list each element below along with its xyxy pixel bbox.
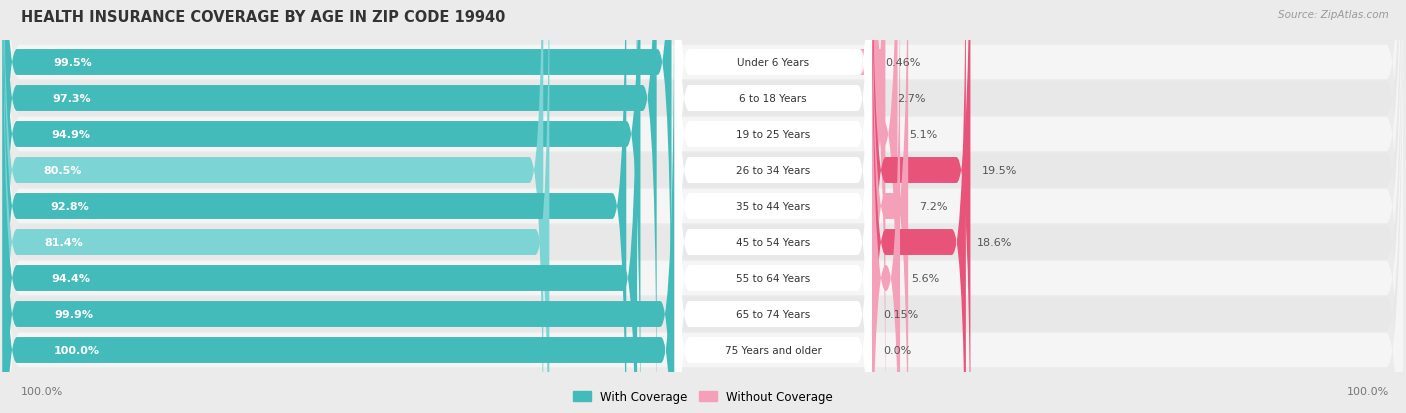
FancyBboxPatch shape — [3, 0, 672, 409]
Text: 100.0%: 100.0% — [21, 387, 63, 396]
FancyBboxPatch shape — [675, 0, 872, 413]
Text: 100.0%: 100.0% — [53, 345, 100, 355]
Text: 0.0%: 0.0% — [883, 345, 911, 355]
FancyBboxPatch shape — [675, 0, 872, 413]
Text: 81.4%: 81.4% — [44, 237, 83, 247]
FancyBboxPatch shape — [872, 0, 908, 413]
FancyBboxPatch shape — [860, 0, 886, 409]
Text: Source: ZipAtlas.com: Source: ZipAtlas.com — [1278, 10, 1389, 20]
Text: HEALTH INSURANCE COVERAGE BY AGE IN ZIP CODE 19940: HEALTH INSURANCE COVERAGE BY AGE IN ZIP … — [21, 10, 506, 25]
FancyBboxPatch shape — [3, 4, 675, 413]
Text: 100.0%: 100.0% — [1347, 387, 1389, 396]
Text: 99.5%: 99.5% — [53, 58, 93, 68]
FancyBboxPatch shape — [872, 0, 897, 413]
FancyBboxPatch shape — [3, 0, 1403, 413]
Text: 0.46%: 0.46% — [886, 58, 921, 68]
Text: 19 to 25 Years: 19 to 25 Years — [737, 130, 810, 140]
Text: 35 to 44 Years: 35 to 44 Years — [737, 202, 810, 211]
FancyBboxPatch shape — [3, 0, 657, 413]
Text: 5.1%: 5.1% — [908, 130, 936, 140]
FancyBboxPatch shape — [872, 0, 900, 413]
Text: 92.8%: 92.8% — [51, 202, 89, 211]
FancyBboxPatch shape — [3, 0, 1403, 413]
Text: 80.5%: 80.5% — [44, 166, 82, 176]
Text: Under 6 Years: Under 6 Years — [737, 58, 810, 68]
FancyBboxPatch shape — [3, 0, 1403, 413]
FancyBboxPatch shape — [3, 0, 675, 413]
Text: 94.9%: 94.9% — [51, 130, 90, 140]
Text: 2.7%: 2.7% — [897, 94, 925, 104]
FancyBboxPatch shape — [3, 0, 626, 413]
FancyBboxPatch shape — [675, 0, 872, 413]
Text: 0.15%: 0.15% — [884, 309, 920, 319]
Text: 6 to 18 Years: 6 to 18 Years — [740, 94, 807, 104]
FancyBboxPatch shape — [675, 0, 872, 413]
Text: 65 to 74 Years: 65 to 74 Years — [737, 309, 810, 319]
FancyBboxPatch shape — [3, 0, 641, 413]
FancyBboxPatch shape — [675, 0, 872, 413]
Text: 18.6%: 18.6% — [977, 237, 1012, 247]
Text: 19.5%: 19.5% — [981, 166, 1017, 176]
Legend: With Coverage, Without Coverage: With Coverage, Without Coverage — [572, 390, 834, 403]
FancyBboxPatch shape — [675, 0, 872, 413]
FancyBboxPatch shape — [872, 0, 966, 413]
FancyBboxPatch shape — [872, 0, 886, 413]
FancyBboxPatch shape — [675, 4, 872, 413]
FancyBboxPatch shape — [872, 0, 970, 413]
FancyBboxPatch shape — [675, 0, 872, 409]
Text: 5.6%: 5.6% — [911, 273, 939, 283]
Text: 55 to 64 Years: 55 to 64 Years — [737, 273, 810, 283]
FancyBboxPatch shape — [3, 0, 1403, 413]
FancyBboxPatch shape — [3, 0, 1403, 413]
Text: 97.3%: 97.3% — [52, 94, 91, 104]
FancyBboxPatch shape — [675, 0, 872, 413]
Text: 99.9%: 99.9% — [53, 309, 93, 319]
FancyBboxPatch shape — [3, 0, 637, 413]
FancyBboxPatch shape — [3, 0, 1403, 413]
Text: 75 Years and older: 75 Years and older — [725, 345, 821, 355]
Text: 26 to 34 Years: 26 to 34 Years — [737, 166, 810, 176]
Text: 45 to 54 Years: 45 to 54 Years — [737, 237, 810, 247]
FancyBboxPatch shape — [3, 0, 1403, 413]
Text: 94.4%: 94.4% — [51, 273, 90, 283]
Text: 7.2%: 7.2% — [920, 202, 948, 211]
FancyBboxPatch shape — [3, 0, 543, 413]
FancyBboxPatch shape — [3, 0, 550, 413]
FancyBboxPatch shape — [3, 0, 1403, 413]
FancyBboxPatch shape — [3, 0, 1403, 413]
